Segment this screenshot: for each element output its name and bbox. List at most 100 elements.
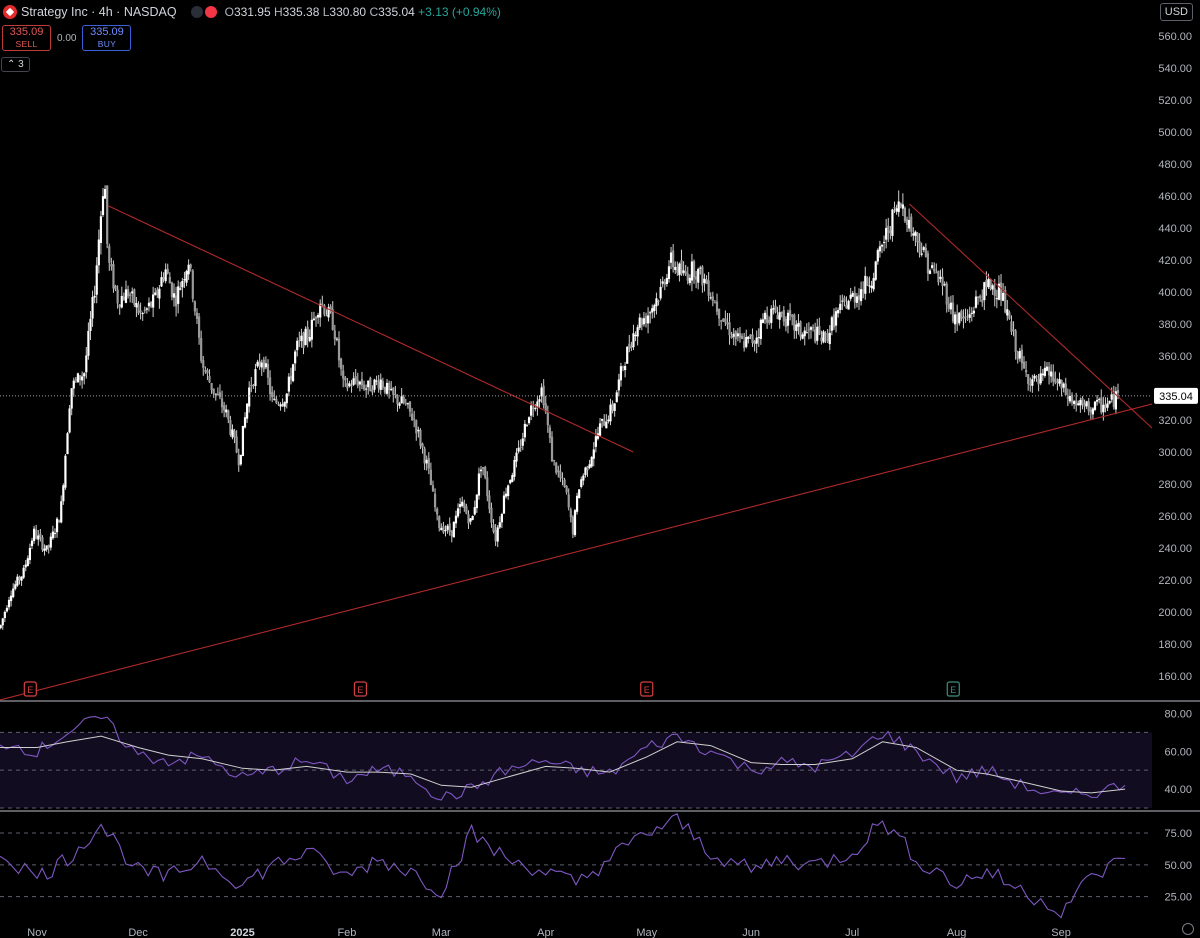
- y-axis-tick-label: 460.00: [1158, 191, 1192, 203]
- candle-body: [1024, 370, 1028, 373]
- candle-body: [970, 312, 973, 314]
- buy-button[interactable]: 335.09 BUY: [82, 25, 132, 51]
- candle-body: [711, 296, 714, 302]
- candle-body: [786, 312, 790, 326]
- candle-body: [678, 263, 681, 276]
- symbol-title[interactable]: Strategy Inc · 4h · NASDAQ: [21, 5, 177, 19]
- candle-body: [822, 331, 825, 343]
- candle-body: [1077, 403, 1080, 406]
- candle-body: [268, 377, 272, 395]
- candle-body: [58, 520, 61, 523]
- candle-body: [851, 293, 854, 297]
- candle-body: [860, 289, 863, 302]
- candle-body: [949, 302, 953, 310]
- candle-body: [279, 404, 282, 407]
- candle-body: [14, 584, 17, 589]
- candle-body: [78, 375, 82, 381]
- candle-body: [870, 285, 873, 288]
- candle-body: [298, 340, 301, 342]
- indicators-collapse-button[interactable]: ⌃ 3: [1, 57, 30, 72]
- y-axis-tick-label: 160.00: [1158, 671, 1192, 683]
- earnings-marker: [640, 681, 654, 697]
- candle-body: [471, 516, 474, 520]
- candle-body: [830, 317, 833, 331]
- candle-body: [799, 321, 802, 337]
- candle-body: [463, 503, 466, 509]
- candle-body: [51, 531, 54, 539]
- candle-body: [47, 545, 50, 548]
- candle-body: [314, 317, 318, 319]
- candle-body: [337, 338, 341, 361]
- currency-selector[interactable]: USD: [1159, 3, 1193, 21]
- candle-body: [413, 418, 416, 420]
- candle-body: [404, 403, 407, 405]
- candle-body: [214, 393, 217, 395]
- candle-body: [103, 189, 107, 199]
- candle-body: [310, 319, 313, 340]
- sell-button[interactable]: 335.09 SELL: [2, 25, 51, 51]
- candle-body: [197, 316, 201, 338]
- candle-body: [1100, 397, 1103, 413]
- candle-body: [436, 508, 439, 515]
- candle-body: [989, 278, 992, 290]
- y-axis-tick-label: 560.00: [1158, 31, 1192, 43]
- candle-body: [375, 380, 378, 382]
- candle-body: [868, 285, 871, 287]
- candle-body: [578, 489, 581, 499]
- candle-body: [684, 271, 687, 274]
- spread-value: 0.00: [57, 32, 77, 44]
- candle-body: [573, 510, 577, 536]
- candle-body: [667, 266, 671, 280]
- candle-body: [356, 380, 359, 386]
- candle-body: [536, 401, 539, 408]
- candle-body: [918, 241, 921, 254]
- candle-body: [187, 264, 190, 275]
- candle-body: [947, 304, 950, 309]
- candle-body: [66, 433, 69, 455]
- candle-body: [149, 301, 153, 307]
- y-axis-tick-label: 240.00: [1158, 543, 1192, 555]
- candle-body: [235, 436, 238, 453]
- market-status-icons[interactable]: [190, 6, 217, 18]
- settings-icon[interactable]: [1182, 923, 1194, 935]
- y-axis-tick-label: 320.00: [1158, 415, 1192, 427]
- candle-body: [586, 466, 589, 471]
- candle-body: [575, 495, 579, 512]
- candle-body: [749, 334, 752, 337]
- candle-body: [941, 276, 944, 286]
- candle-body: [624, 365, 627, 371]
- candle-body: [943, 284, 946, 286]
- candle-body: [968, 314, 971, 318]
- earnings-marker-label: E: [644, 685, 650, 695]
- candle-body: [730, 335, 733, 339]
- candle-body: [626, 346, 629, 364]
- candle-body: [669, 252, 673, 263]
- candle-body: [264, 363, 268, 368]
- candle-body: [114, 285, 117, 290]
- candle-body: [133, 289, 136, 305]
- candle-body: [644, 316, 648, 324]
- candle-body: [1039, 373, 1042, 384]
- y-axis-tick-label: 400.00: [1158, 287, 1192, 299]
- candle-body: [732, 333, 735, 337]
- osc-axis-tick-label: 75.00: [1164, 828, 1192, 840]
- candle-body: [726, 322, 729, 325]
- candle-body: [385, 382, 389, 394]
- candle-body: [945, 283, 948, 305]
- candle-body: [778, 312, 781, 320]
- candle-body: [423, 448, 426, 464]
- candle-body: [64, 455, 67, 488]
- candle-body: [442, 526, 445, 533]
- x-axis-tick-label: Feb: [337, 927, 356, 938]
- candle-body: [200, 337, 203, 361]
- candle-body: [766, 314, 769, 323]
- candle-body: [162, 277, 165, 280]
- candle-body: [544, 403, 547, 412]
- candle-body: [937, 270, 940, 283]
- price-change: +3.13 (+0.94%): [418, 5, 501, 19]
- candle-body: [183, 279, 186, 281]
- candle-body: [348, 383, 351, 387]
- candle-body: [805, 332, 808, 334]
- candle-body: [181, 281, 184, 288]
